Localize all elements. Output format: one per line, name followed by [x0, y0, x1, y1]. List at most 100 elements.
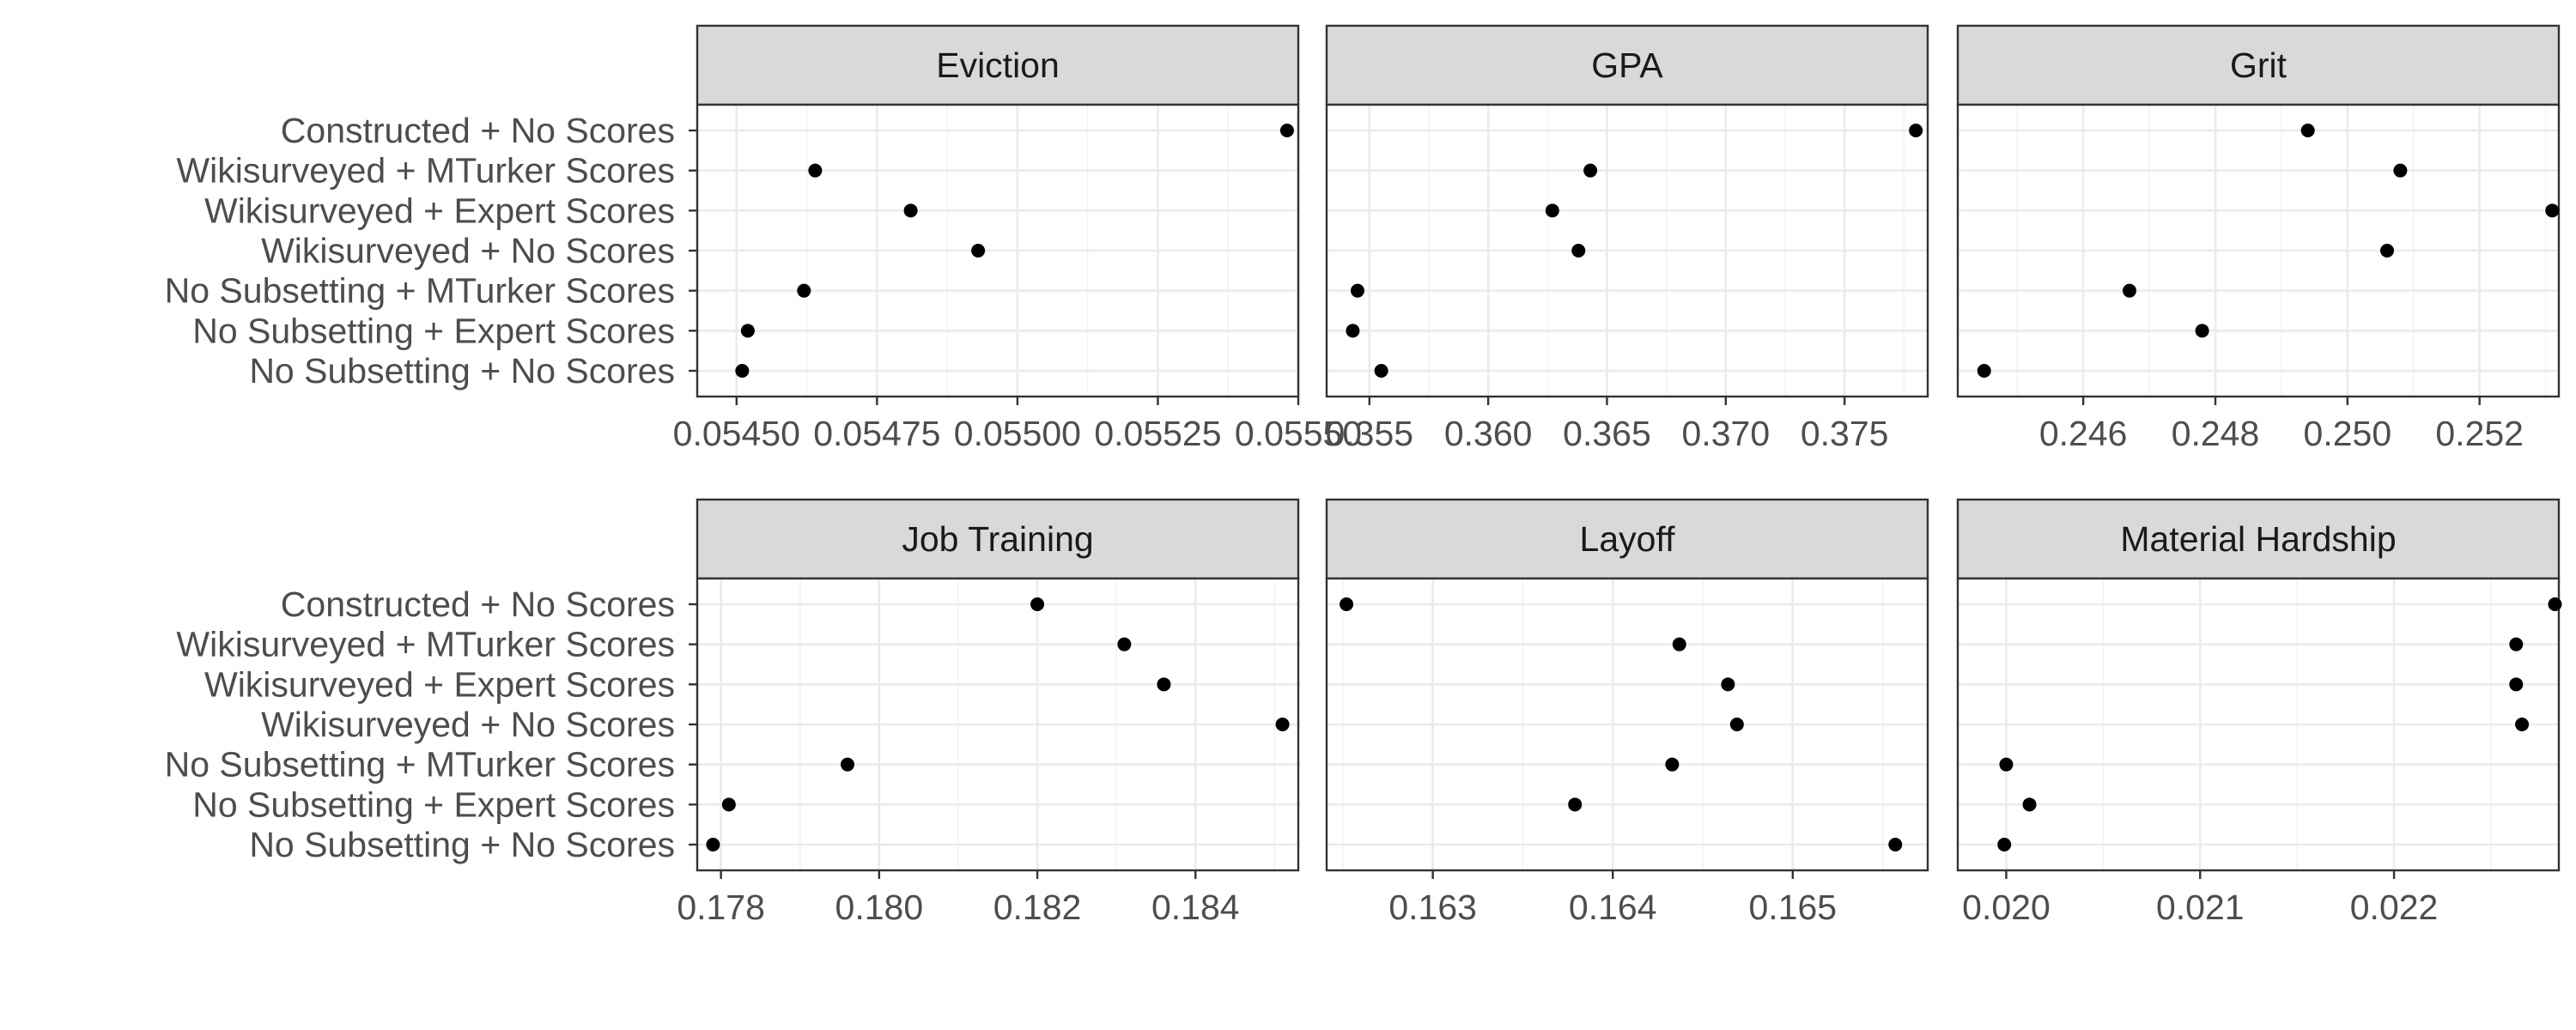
data-point [1157, 677, 1171, 692]
x-tick-label: 0.05525 [1094, 414, 1221, 453]
data-point [903, 203, 918, 218]
data-point [1888, 838, 1903, 851]
panel-border [1325, 103, 1929, 398]
data-point [2393, 163, 2408, 178]
data-point [2509, 637, 2524, 651]
x-tick-label: 0.360 [1444, 414, 1533, 453]
data-point [841, 757, 854, 772]
data-point [1571, 244, 1586, 258]
data-point [808, 163, 823, 178]
panel-border [1325, 577, 1929, 872]
data-point [971, 244, 986, 258]
data-point [2123, 283, 2136, 298]
data-point [1346, 324, 1360, 338]
x-tick-label: 0.184 [1151, 888, 1240, 927]
y-tick-label: No Subsetting + No Scores [249, 825, 675, 864]
facet-title: GPA [1591, 45, 1663, 85]
data-point [1721, 677, 1735, 692]
y-tick-label: No Subsetting + MTurker Scores [165, 745, 675, 785]
facet-title: Layoff [1580, 519, 1676, 559]
x-tick-label: 0.182 [993, 888, 1082, 927]
data-point [706, 838, 720, 851]
data-point [1583, 163, 1598, 178]
y-tick-label: Wikisurveyed + MTurker Scores [176, 625, 675, 664]
y-tick-label: Wikisurveyed + Expert Scores [204, 191, 675, 230]
data-point [1729, 718, 1744, 731]
x-tick-label: 0.252 [2435, 414, 2524, 453]
data-point [2300, 124, 2315, 137]
x-tick-label: 0.163 [1388, 888, 1477, 927]
facet-strip [1325, 24, 1929, 106]
x-tick-label: 0.05475 [813, 414, 940, 453]
data-point [2195, 324, 2209, 338]
x-tick-label: 0.248 [2172, 414, 2260, 453]
facet-panel: Grit 0.246 0.248 0.250 0.252 [1956, 24, 2561, 453]
x-tick-label: 0.022 [2350, 888, 2439, 927]
data-point [1909, 124, 1923, 137]
data-point [735, 364, 750, 378]
y-tick-label: No Subsetting + Expert Scores [192, 785, 675, 824]
y-tick-label: Constructed + No Scores [281, 585, 675, 624]
y-tick-label: Wikisurveyed + MTurker Scores [176, 151, 675, 191]
facet-title: Grit [2230, 45, 2287, 85]
data-point [1997, 838, 2012, 851]
data-point [1977, 364, 1991, 378]
y-tick-label: Wikisurveyed + No Scores [261, 231, 675, 270]
data-point [1672, 637, 1686, 651]
data-point [2545, 203, 2560, 218]
y-tick-label: Constructed + No Scores [281, 111, 675, 150]
data-point [1340, 597, 1354, 611]
x-tick-label: 0.355 [1325, 414, 1413, 453]
panel-border [1956, 103, 2561, 398]
x-tick-label: 0.250 [2304, 414, 2392, 453]
data-point [740, 324, 755, 338]
data-point [2380, 244, 2394, 258]
x-tick-label: 0.365 [1563, 414, 1651, 453]
facet-strip [696, 24, 1300, 106]
data-point [1545, 203, 1559, 218]
facet-panel: Material Hardship 0.020 0.021 0.022 [1956, 498, 2562, 927]
data-point [1279, 124, 1294, 137]
y-tick-label: No Subsetting + No Scores [249, 351, 675, 391]
y-tick-label: No Subsetting + MTurker Scores [165, 271, 675, 311]
y-tick-label: No Subsetting + Expert Scores [192, 311, 675, 350]
data-point [1275, 718, 1290, 731]
data-point [1374, 364, 1388, 378]
x-tick-label: 0.164 [1569, 888, 1657, 927]
data-point [1350, 283, 1364, 298]
y-tick-label: Wikisurveyed + Expert Scores [204, 664, 675, 704]
data-point [2022, 797, 2037, 812]
x-tick-label: 0.05550 [1235, 414, 1362, 453]
x-tick-label: 0.021 [2156, 888, 2245, 927]
x-tick-label: 0.246 [2039, 414, 2128, 453]
data-point [797, 283, 811, 298]
facet-title: Job Training [902, 519, 1093, 559]
facet-panel: Layoff 0.163 0.164 0.165 [1325, 498, 1929, 927]
x-tick-label: 0.165 [1749, 888, 1838, 927]
x-tick-label: 0.375 [1801, 414, 1889, 453]
plot-area: Eviction 0.05450 0.05475 0.05500 0.05525 0.05… [165, 24, 2562, 927]
data-point [721, 797, 736, 812]
x-tick-label: 0.020 [1962, 888, 2050, 927]
facet-panel: Job Training 0.178 0.180 0.182 0.184 No Subse… [165, 498, 1300, 927]
x-tick-label: 0.178 [677, 888, 765, 927]
x-tick-label: 0.05500 [954, 414, 1081, 453]
facet-strip [1956, 498, 2561, 580]
x-tick-label: 0.05450 [673, 414, 800, 453]
facet-panel: Eviction 0.05450 0.05475 0.05500 0.05525 0.05… [165, 24, 1362, 453]
data-point [2515, 718, 2530, 731]
facet-title: Material Hardship [2120, 519, 2396, 559]
data-point [2548, 597, 2562, 611]
data-point [1665, 757, 1680, 772]
data-point [2509, 677, 2524, 692]
data-point [1999, 757, 2014, 772]
y-tick-label: Wikisurveyed + No Scores [261, 705, 675, 744]
panel-border [1956, 577, 2561, 872]
data-point [1030, 597, 1045, 611]
data-point [1117, 637, 1132, 651]
facet-panel: GPA 0.355 0.360 0.365 0.370 0.375 [1325, 24, 1929, 453]
x-tick-label: 0.370 [1682, 414, 1771, 453]
data-point [1568, 797, 1583, 812]
facet-title: Eviction [936, 45, 1060, 85]
